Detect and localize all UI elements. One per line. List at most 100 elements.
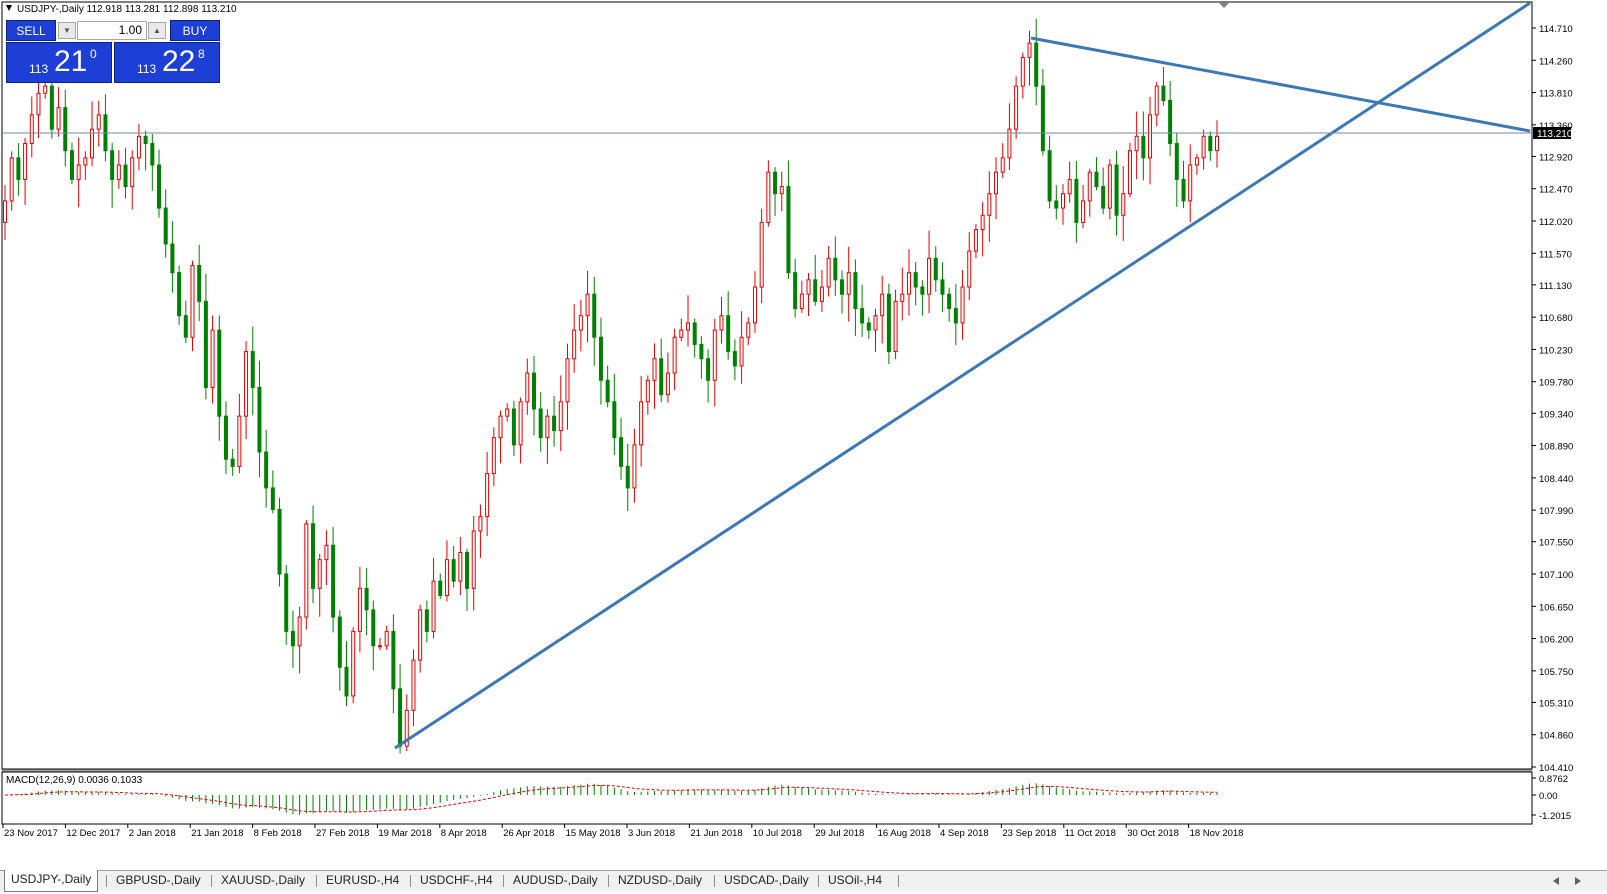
tab-usdcad-daily[interactable]: USDCAD-,Daily xyxy=(724,873,809,887)
candle-body xyxy=(511,408,516,446)
candle-body xyxy=(163,207,168,245)
candle-body xyxy=(485,473,490,518)
price-tick-label: 111.130 xyxy=(1539,281,1572,292)
tab-eurusd-h4[interactable]: EURUSD-,H4 xyxy=(326,873,400,887)
candle-body xyxy=(933,257,938,281)
tab-usdjpy-daily[interactable]: USDJPY-,Daily xyxy=(4,870,99,892)
ascending-trendline[interactable] xyxy=(394,1,1531,750)
candle-body xyxy=(1094,171,1099,188)
macd-frame xyxy=(1,771,1533,825)
buy-price-prefix: 113 xyxy=(137,62,157,76)
candle-body xyxy=(625,465,630,489)
date-tick-label: 3 Jun 2018 xyxy=(628,828,675,839)
candle-body xyxy=(143,135,148,145)
candle-body xyxy=(686,322,691,331)
candle-body xyxy=(157,164,162,209)
buy-price-fraction: 8 xyxy=(198,47,205,61)
sell-button[interactable]: SELL xyxy=(6,20,56,41)
macd-tick-label: 0.00 xyxy=(1539,791,1558,802)
chart-shift-marker[interactable] xyxy=(1218,2,1230,8)
candle-body xyxy=(639,401,644,446)
candle-body xyxy=(531,372,536,410)
candle-body xyxy=(90,128,95,159)
candle-body xyxy=(813,279,818,302)
price-tick-label: 112.470 xyxy=(1539,185,1573,196)
candle-body xyxy=(940,279,945,295)
tab-gbpusd-daily[interactable]: GBPUSD-,Daily xyxy=(116,873,201,887)
candle-body xyxy=(732,351,737,367)
candle-body xyxy=(920,286,925,295)
candle-body xyxy=(886,293,891,353)
symbol-dropdown-icon[interactable] xyxy=(6,5,12,11)
macd-axis: 0.8762 0.00 -1.2015 xyxy=(1532,774,1571,822)
candle-body xyxy=(980,214,985,231)
tab-separator xyxy=(106,875,107,887)
candle-body xyxy=(96,114,101,130)
date-axis[interactable]: 23 Nov 2017 12 Dec 2017 2 Jan 2018 21 Jan 2… xyxy=(2,824,1243,839)
candle-body xyxy=(244,351,249,417)
candle-body xyxy=(1014,85,1019,130)
candle-body xyxy=(49,85,54,130)
candle-body xyxy=(210,329,215,388)
candle-body xyxy=(311,523,316,589)
candle-body xyxy=(826,257,831,288)
scroll-right-icon[interactable] xyxy=(1575,877,1581,885)
candle-body xyxy=(833,257,838,281)
candle-body xyxy=(953,308,958,324)
candle-body xyxy=(752,286,757,324)
buy-button[interactable]: BUY xyxy=(170,20,220,41)
candle-body xyxy=(284,573,289,632)
candle-body xyxy=(525,372,530,403)
candle-body xyxy=(967,250,972,288)
price-tick-label: 112.920 xyxy=(1539,152,1573,163)
candle-body xyxy=(927,257,932,295)
tab-usdchf-h4[interactable]: USDCHF-,H4 xyxy=(420,873,493,887)
candle-body xyxy=(123,164,128,188)
candle-body xyxy=(793,272,798,310)
tab-usoil-h4[interactable]: USOil-,H4 xyxy=(828,873,883,887)
macd-tick-label: -1.2015 xyxy=(1539,811,1571,822)
candle-body xyxy=(1134,135,1139,152)
candle-body xyxy=(1000,157,1005,173)
candle-body xyxy=(458,551,463,582)
candle-body xyxy=(1215,135,1219,152)
candle-body xyxy=(846,272,851,295)
lot-size-input[interactable]: 1.00 xyxy=(77,21,147,40)
tab-xauusd-daily[interactable]: XAUUSD-,Daily xyxy=(221,873,306,887)
candle-body xyxy=(29,114,34,145)
candle-body xyxy=(290,630,295,647)
tab-nzdusd-daily[interactable]: NZDUSD-,Daily xyxy=(618,873,702,887)
current-price-label: 113.210 xyxy=(1537,129,1573,140)
candle-body xyxy=(873,315,878,331)
descending-trendline[interactable] xyxy=(1030,36,1531,133)
candle-body xyxy=(672,336,677,374)
candle-body xyxy=(297,616,302,647)
lot-increase-button[interactable]: ▲ xyxy=(148,22,166,39)
candle-body xyxy=(237,415,242,467)
candle-body xyxy=(217,329,222,417)
candle-body xyxy=(377,645,382,648)
macd-label: MACD(12,26,9) 0.0036 0.1033 xyxy=(6,775,143,786)
candle-body xyxy=(1188,164,1193,202)
buy-price-quote[interactable]: 113 22 8 xyxy=(114,42,220,83)
candle-body xyxy=(1141,135,1146,159)
candle-body xyxy=(592,293,597,338)
candle-body xyxy=(679,329,684,338)
candle-body xyxy=(1054,200,1059,209)
sell-price-quote[interactable]: 113 21 0 xyxy=(6,42,112,83)
scroll-left-icon[interactable] xyxy=(1553,877,1559,885)
candle-body xyxy=(9,157,14,202)
tab-scroll-arrows[interactable] xyxy=(1547,876,1587,886)
tab-audusd-daily[interactable]: AUDUSD-,Daily xyxy=(513,873,598,887)
candle-body xyxy=(994,171,999,195)
price-axis[interactable]: 114.710 114.260 113.810 113.360 112.920 112.4… xyxy=(1532,24,1573,774)
candle-body xyxy=(518,401,523,446)
candle-body xyxy=(719,315,724,331)
price-tick-label: 104.860 xyxy=(1539,731,1573,742)
price-tick-label: 109.340 xyxy=(1539,409,1573,420)
lot-decrease-button[interactable]: ▼ xyxy=(58,22,76,39)
candle-body xyxy=(478,516,483,532)
price-tick-label: 107.100 xyxy=(1539,570,1573,581)
candle-body xyxy=(538,408,543,439)
